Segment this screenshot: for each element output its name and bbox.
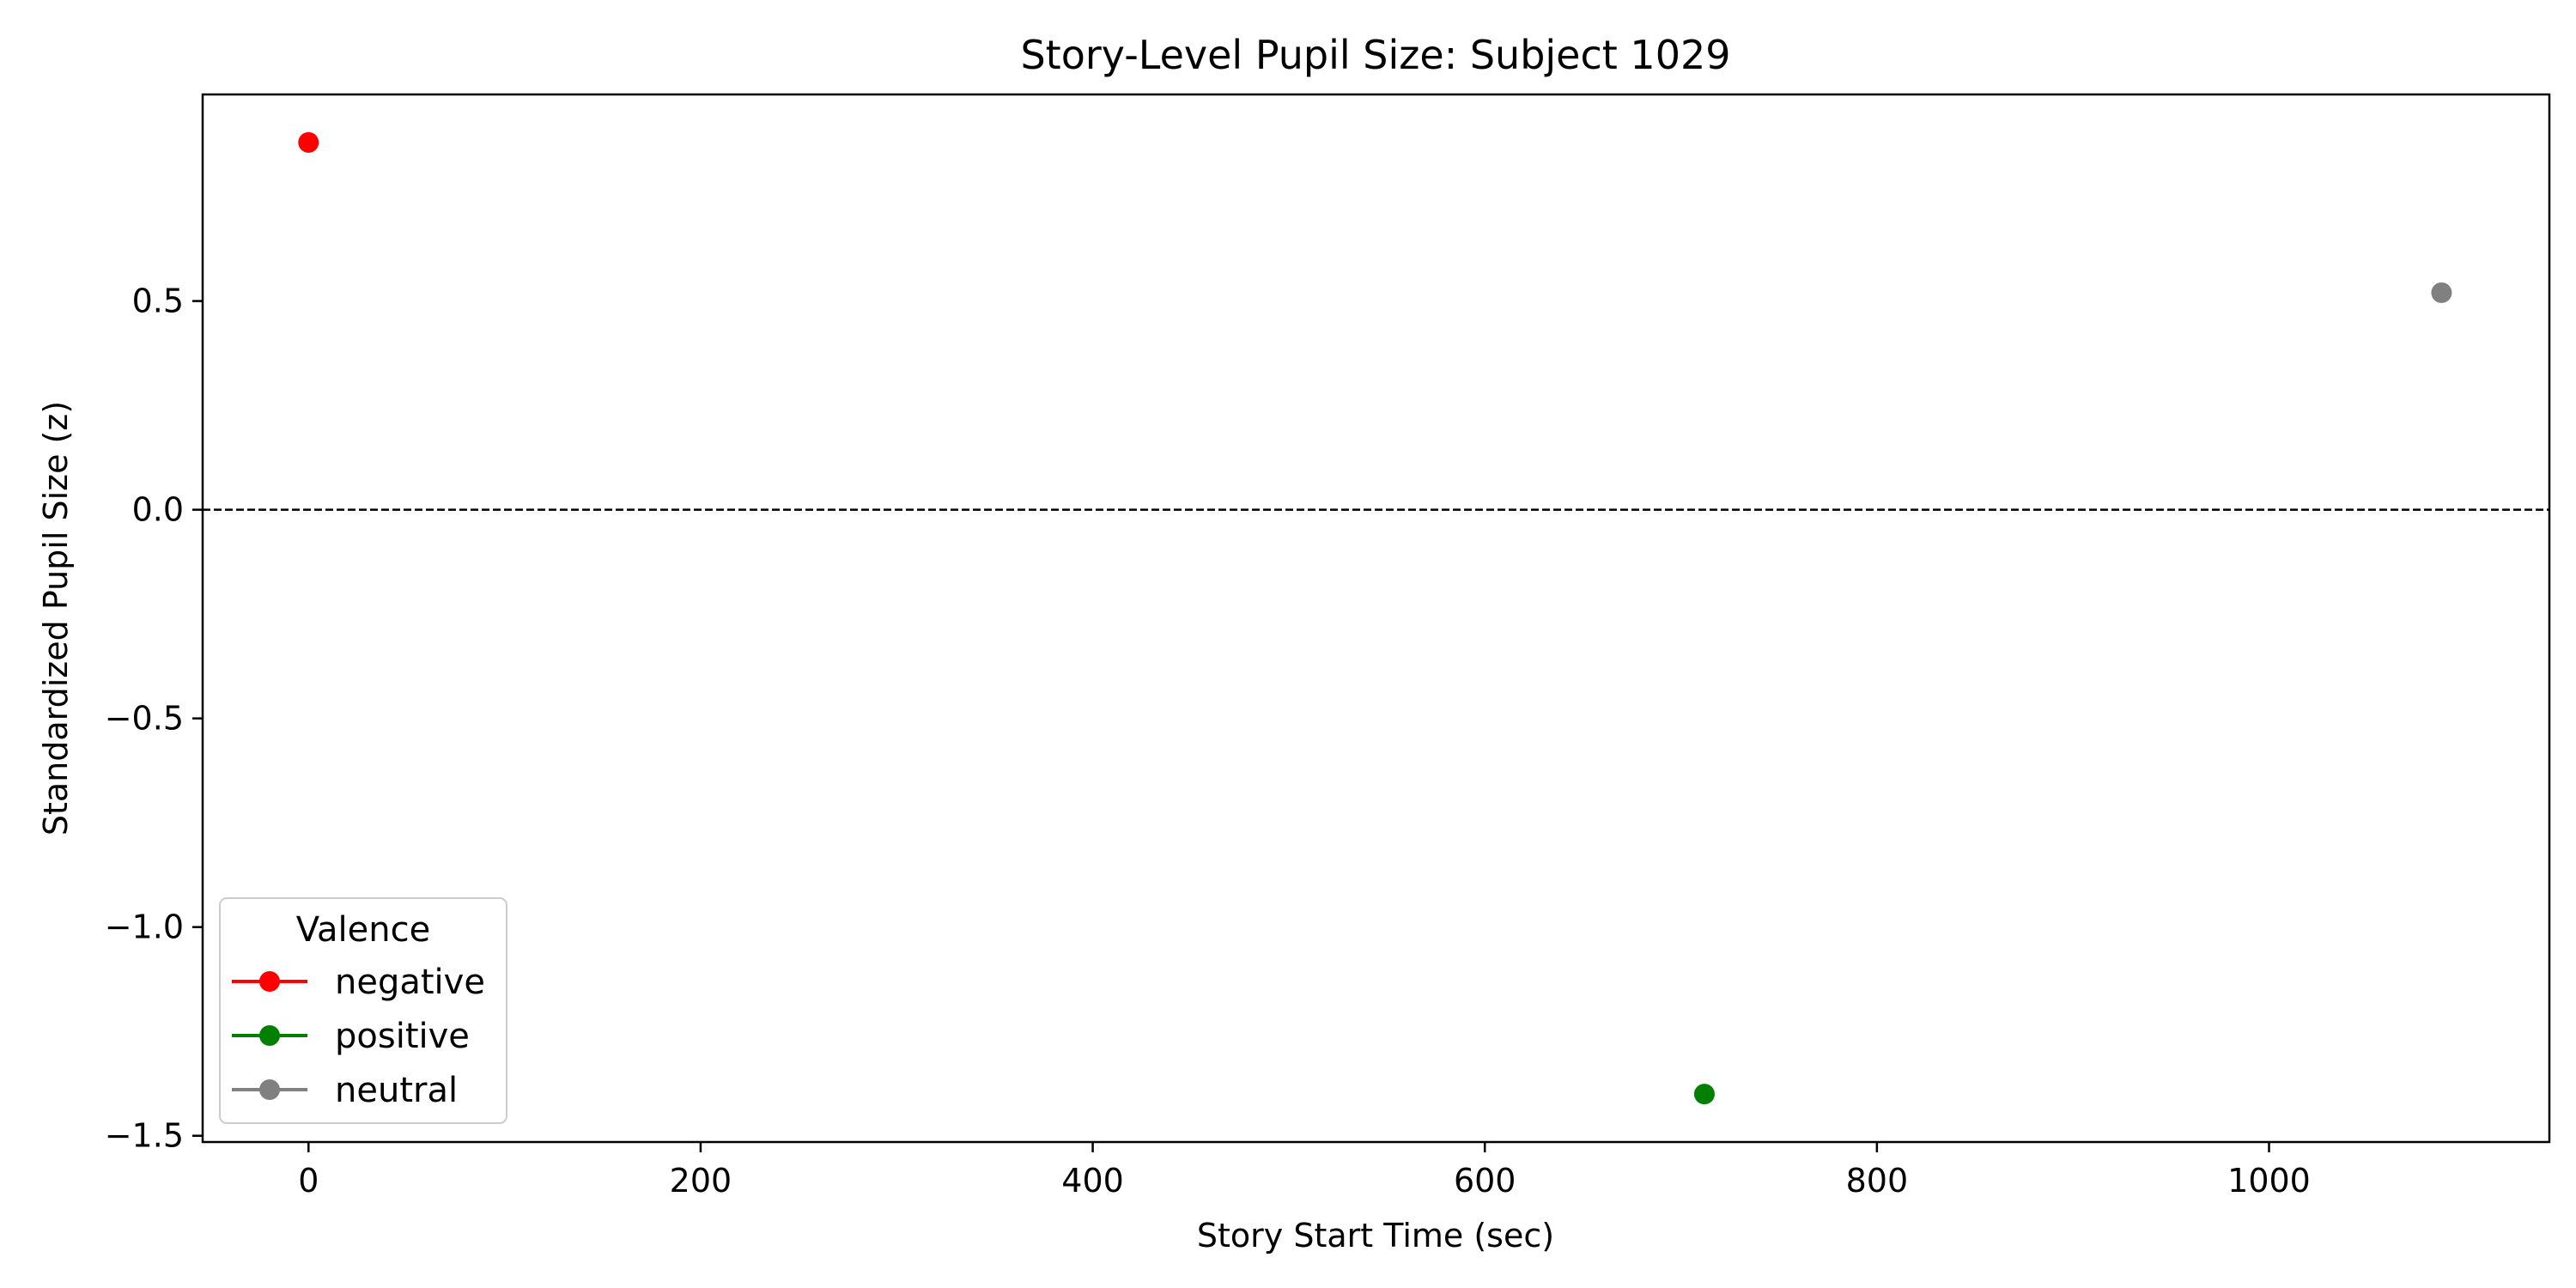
plot-area [201, 93, 2551, 1144]
y-axis-label: Standardized Pupil Size (z) [37, 401, 75, 835]
x-tick-label: 600 [1454, 1162, 1516, 1200]
x-axis: 0 200 400 600 800 1000 [298, 1142, 2311, 1200]
y-tick-label: 0.0 [132, 491, 184, 529]
y-tick-label: −1.0 [105, 908, 184, 946]
data-points [298, 131, 2452, 1105]
data-point-positive [1693, 1084, 1715, 1105]
plot-frame [201, 93, 2551, 1144]
y-tick-label: 0.5 [132, 283, 184, 320]
x-axis-label: Story Start Time (sec) [1197, 1217, 1554, 1255]
y-tick-label: −1.5 [105, 1117, 184, 1155]
x-tick-label: 200 [670, 1162, 732, 1200]
y-axis: −1.5 −1.0 −0.5 0.0 0.5 [105, 283, 203, 1155]
legend-marker-positive [259, 1025, 280, 1046]
legend: Valence negative positive neutral [219, 897, 507, 1124]
legend-marker-negative [259, 971, 280, 992]
y-tick-label: −0.5 [105, 700, 184, 738]
legend-entries: negative positive neutral [232, 963, 485, 1110]
legend-label-negative: negative [335, 963, 485, 1002]
chart-title: Story-Level Pupil Size: Subject 1029 [1020, 32, 1730, 78]
legend-label-positive: positive [335, 1017, 470, 1056]
x-tick-label: 0 [298, 1162, 319, 1200]
x-tick-label: 1000 [2227, 1162, 2311, 1200]
legend-box [219, 897, 507, 1124]
legend-marker-neutral [259, 1079, 280, 1100]
legend-title: Valence [296, 910, 430, 950]
x-tick-label: 800 [1846, 1162, 1909, 1200]
x-tick-label: 400 [1061, 1162, 1124, 1200]
data-point-neutral [2431, 282, 2452, 303]
data-point-negative [298, 131, 319, 153]
legend-label-neutral: neutral [335, 1071, 458, 1110]
